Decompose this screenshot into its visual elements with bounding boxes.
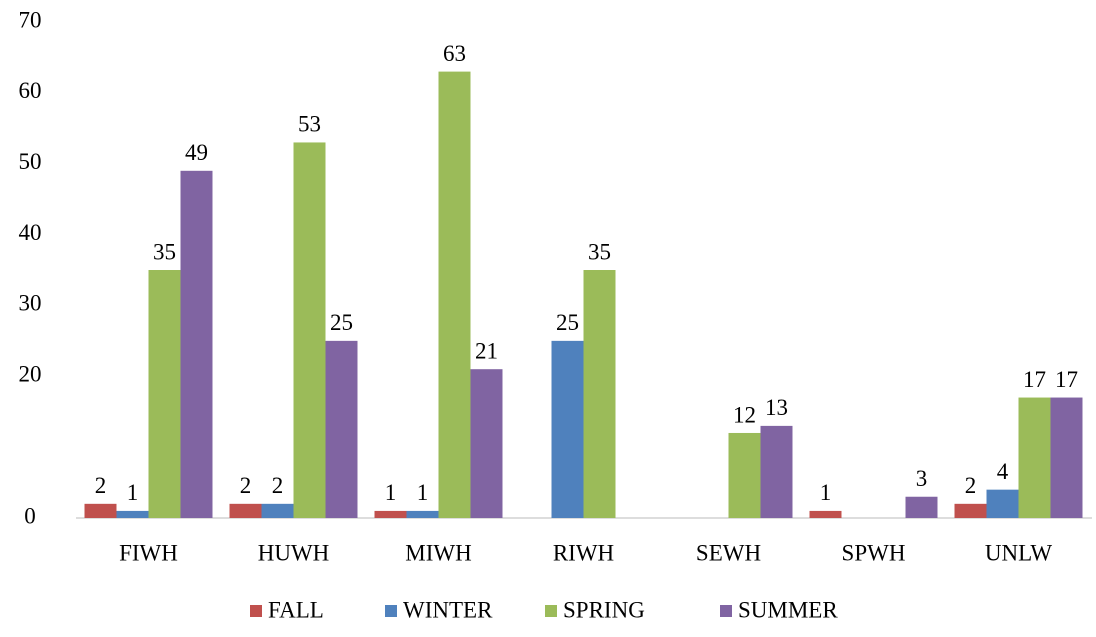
data-label: 1: [820, 480, 832, 505]
data-label: 12: [733, 402, 756, 427]
data-label: 63: [443, 41, 466, 66]
data-label: 25: [556, 310, 579, 335]
x-tick-label: SPWH: [842, 540, 906, 565]
legend-label: FALL: [268, 597, 324, 622]
bar: [954, 503, 987, 518]
bar: [261, 503, 294, 518]
x-tick-label: SEWH: [696, 540, 761, 565]
x-tick-label: MIWH: [405, 540, 471, 565]
data-label: 13: [765, 395, 788, 420]
legend-label: WINTER: [403, 597, 493, 622]
legend-swatch: [250, 605, 262, 617]
bar: [551, 340, 584, 518]
bar: [293, 142, 326, 518]
data-label: 3: [916, 466, 928, 491]
bar: [728, 432, 761, 518]
y-tick-label: 0: [24, 503, 36, 528]
legend-swatch: [720, 605, 732, 617]
bar: [1018, 397, 1051, 518]
bar: [229, 503, 262, 518]
y-tick-label: 30: [19, 291, 42, 316]
x-tick-label: HUWH: [258, 540, 330, 565]
data-label: 17: [1023, 367, 1046, 392]
data-label: 49: [185, 140, 208, 165]
data-label: 1: [385, 480, 397, 505]
bar: [180, 170, 213, 519]
y-tick-label: 50: [19, 149, 42, 174]
data-label: 17: [1055, 367, 1078, 392]
bar: [406, 510, 439, 518]
bar: [84, 503, 117, 518]
y-tick-label: 70: [19, 7, 42, 32]
data-label: 53: [298, 112, 321, 137]
bar: [986, 489, 1019, 518]
bar: [583, 270, 616, 518]
y-tick-label: 20: [19, 362, 42, 387]
legend-label: SUMMER: [738, 597, 838, 622]
legend-swatch: [545, 605, 557, 617]
bar: [470, 369, 503, 518]
data-label: 21: [475, 338, 498, 363]
y-tick-label: 60: [19, 78, 42, 103]
bar: [148, 270, 181, 518]
data-label: 2: [240, 473, 252, 498]
x-tick-label: UNLW: [985, 540, 1053, 565]
data-label: 1: [417, 480, 429, 505]
y-tick-label: 40: [19, 220, 42, 245]
bar: [438, 71, 471, 518]
data-label: 4: [997, 459, 1009, 484]
legend-swatch: [385, 605, 397, 617]
data-label: 2: [95, 473, 107, 498]
x-tick-label: FIWH: [119, 540, 178, 565]
data-label: 1: [127, 480, 139, 505]
data-label: 35: [588, 239, 611, 264]
data-label: 25: [330, 310, 353, 335]
data-label: 2: [965, 473, 977, 498]
bar: [760, 425, 793, 518]
x-tick-label: RIWH: [553, 540, 614, 565]
bar: [374, 510, 407, 518]
data-label: 35: [153, 239, 176, 264]
bar: [905, 496, 938, 518]
legend-label: SPRING: [563, 597, 645, 622]
bar: [325, 340, 358, 518]
bar: [1050, 397, 1083, 518]
bar: [116, 510, 149, 518]
bar: [809, 510, 842, 518]
data-label: 2: [272, 473, 284, 498]
